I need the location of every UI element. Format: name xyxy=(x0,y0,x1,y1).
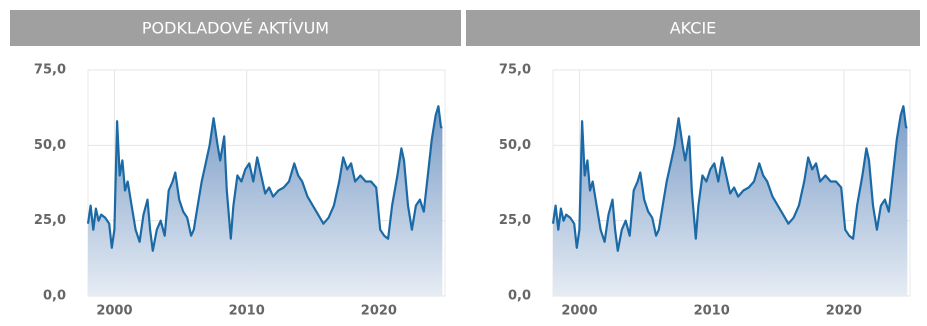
x-tick-label: 2000 xyxy=(561,304,597,319)
x-tick-label: 2010 xyxy=(694,304,730,319)
x-tick-label: 2020 xyxy=(826,304,862,319)
area xyxy=(88,106,443,296)
y-tick-label: 50,0 xyxy=(499,138,531,153)
panel-header xyxy=(10,10,461,46)
y-tick-label: 0,0 xyxy=(508,289,531,304)
line xyxy=(551,105,908,252)
panel-title: PODKLADOVÉ AKTÍVUM xyxy=(142,19,329,38)
y-tick-label: 0,0 xyxy=(43,289,66,304)
y-tick-label: 25,0 xyxy=(499,213,531,228)
y-tick-label: 75,0 xyxy=(499,63,531,78)
y-tick-label: 75,0 xyxy=(34,63,66,78)
area xyxy=(553,106,908,296)
line xyxy=(86,105,443,252)
y-tick-label: 25,0 xyxy=(34,213,66,228)
panel-header xyxy=(466,10,920,46)
panel-title: AKCIE xyxy=(670,19,717,38)
x-tick-label: 2000 xyxy=(96,304,132,319)
y-tick-label: 50,0 xyxy=(34,138,66,153)
x-tick-label: 2010 xyxy=(229,304,265,319)
x-tick-label: 2020 xyxy=(361,304,397,319)
